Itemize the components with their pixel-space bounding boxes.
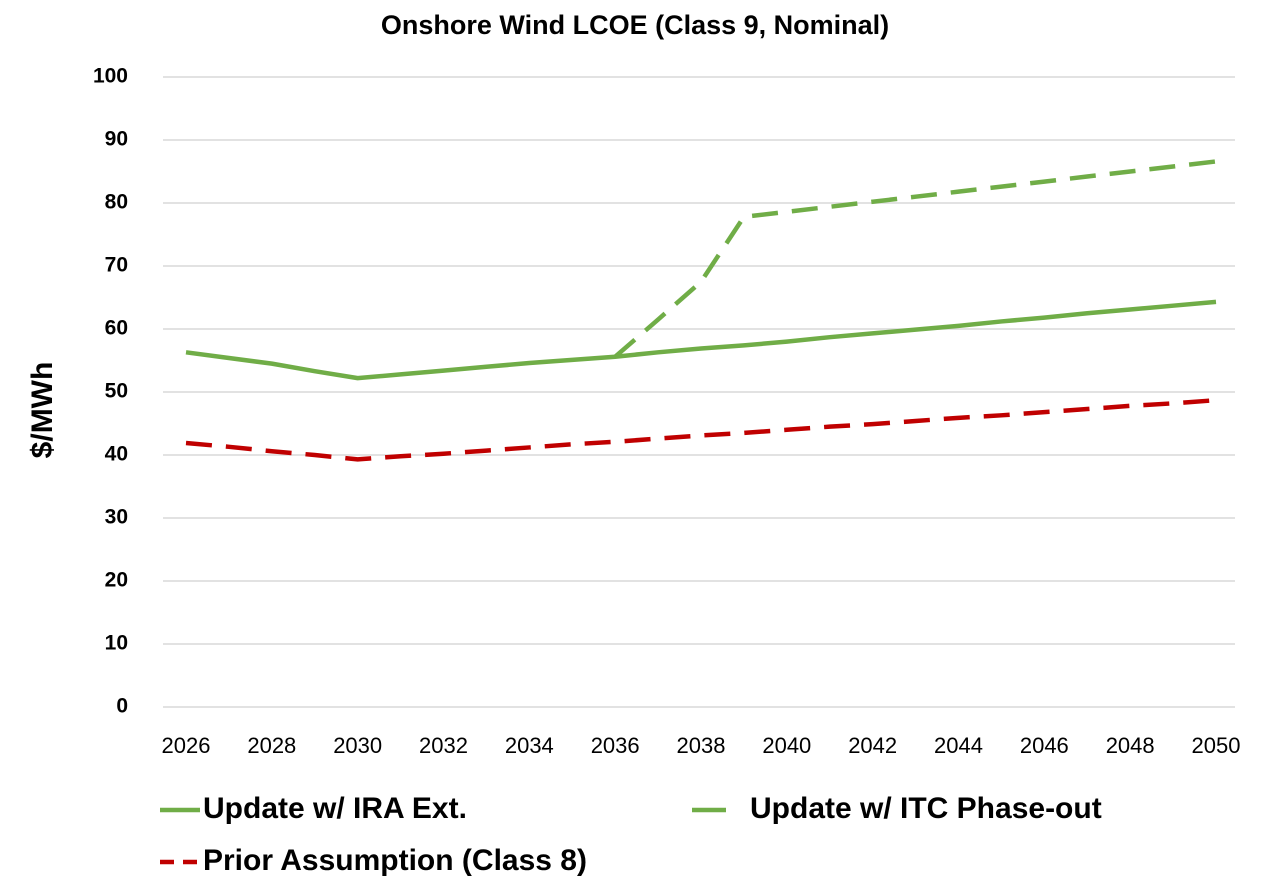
legend-label: Prior Assumption (Class 8) (203, 844, 587, 877)
x-tick-label: 2026 (162, 733, 211, 758)
x-tick-label: 2030 (333, 733, 382, 758)
legend-label: Update w/ IRA Ext. (203, 792, 467, 825)
x-tick-label: 2028 (247, 733, 296, 758)
y-tick-label: 20 (105, 569, 128, 592)
series-line (185, 299, 1217, 381)
x-tick-label: 2044 (934, 733, 983, 758)
series-line (613, 159, 1217, 359)
y-tick-label: 50 (105, 380, 128, 403)
x-tick-label: 2032 (419, 733, 468, 758)
x-tick-label: 2042 (848, 733, 897, 758)
y-tick-label: 100 (93, 65, 128, 88)
x-tick-label: 2050 (1192, 733, 1241, 758)
y-tick-label: 0 (116, 695, 128, 718)
y-tick-label: 40 (105, 443, 128, 466)
chart-title: Onshore Wind LCOE (Class 9, Nominal) (381, 10, 889, 40)
legend-label: Update w/ ITC Phase-out (750, 792, 1102, 825)
x-tick-label: 2036 (591, 733, 640, 758)
y-tick-label: 30 (105, 506, 128, 529)
y-tick-label: 80 (105, 191, 128, 214)
x-tick-label: 2034 (505, 733, 554, 758)
y-tick-label: 90 (105, 128, 128, 151)
y-axis-label: $/MWh (26, 362, 59, 459)
x-tick-label: 2038 (677, 733, 726, 758)
y-tick-label: 70 (105, 254, 128, 277)
y-tick-label: 60 (105, 317, 128, 340)
x-tick-label: 2040 (762, 733, 811, 758)
y-tick-label: 10 (105, 632, 128, 655)
x-tick-label: 2046 (1020, 733, 1069, 758)
x-tick-label: 2048 (1106, 733, 1155, 758)
series-line (185, 397, 1217, 462)
